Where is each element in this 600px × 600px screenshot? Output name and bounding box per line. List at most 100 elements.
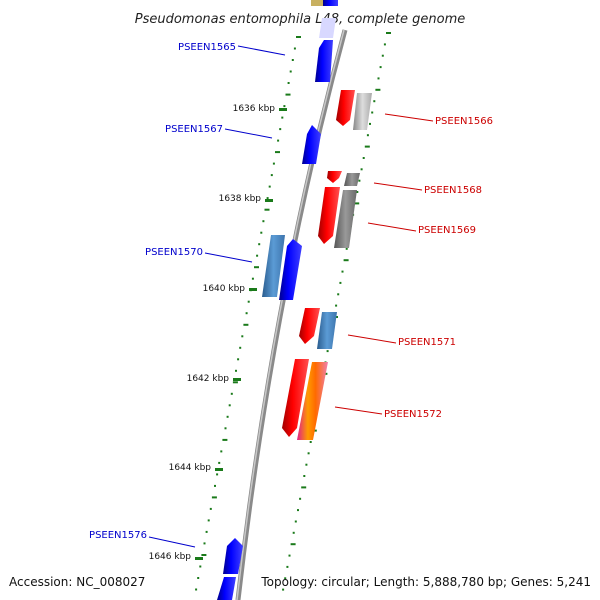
scale-tick (309, 441, 312, 443)
gene-pseen1572-cds[interactable] (297, 362, 328, 440)
scale-tick (243, 323, 249, 326)
topology-text: Topology: circular; Length: 5,888,780 bp… (261, 575, 591, 589)
scale-tick (266, 197, 269, 200)
scale-tick (326, 350, 329, 353)
scale-tick (377, 77, 380, 80)
gene-label-pseen1569[interactable]: PSEEN1569 (418, 225, 476, 236)
scale-tick (260, 231, 263, 234)
scale-tick (199, 565, 202, 568)
scale-tick (307, 452, 310, 455)
scale-tick (375, 88, 381, 91)
gene-label-pseen1568[interactable]: PSEEN1568 (424, 185, 482, 196)
scale-tick (383, 43, 386, 46)
scale-tick (275, 151, 280, 154)
gene-label-pseen1572[interactable]: PSEEN1572 (384, 409, 442, 420)
scale-tick (292, 531, 295, 534)
scale-tick (247, 300, 250, 303)
gene-partial-top-blue[interactable] (323, 0, 338, 6)
scale-tick (386, 32, 391, 34)
gene-pseen1566[interactable] (336, 90, 355, 126)
scale-label-1640: 1640 kbp (203, 284, 246, 294)
scale-tick (279, 128, 282, 131)
scale-tick (216, 473, 219, 476)
genome-backbone (235, 29, 348, 600)
scale-tick (288, 554, 291, 557)
scale-tick (296, 36, 301, 38)
scale-tick (258, 243, 261, 246)
scale-tick (362, 157, 365, 159)
gene-pseen1567[interactable] (302, 125, 321, 164)
gene-pseen1565[interactable] (315, 40, 333, 82)
scale-tick (286, 565, 289, 568)
gene-label-pseen1571[interactable]: PSEEN1571 (398, 337, 456, 348)
scale-tick (270, 174, 273, 177)
gene-pseen1564-lite[interactable] (319, 18, 336, 38)
scale-tick (209, 507, 212, 510)
gene-pseen1572[interactable] (282, 359, 309, 437)
scale-tick (256, 254, 259, 257)
scale-tick (272, 162, 275, 165)
scale-tick (232, 381, 238, 384)
scale-tick (358, 179, 361, 182)
scale-tick (214, 484, 216, 487)
gene-pseen1571[interactable] (299, 308, 320, 344)
scale-tick (222, 438, 228, 441)
gene-pseen1570-cds[interactable] (262, 235, 285, 297)
gene-labels: PSEEN1565 PSEEN1566 PSEEN1567 PSEEN1568 … (89, 42, 493, 548)
gene-pseen1566-cds[interactable] (353, 93, 372, 130)
scale-tick (356, 191, 359, 193)
scale-tick (337, 293, 340, 296)
scale-tick (360, 168, 363, 171)
gene-pseen1576[interactable] (223, 538, 243, 574)
scale-tick (381, 54, 384, 57)
scale-tick (239, 346, 242, 349)
scale-tick (195, 588, 198, 591)
gene-label-pseen1567[interactable]: PSEEN1567 (165, 124, 223, 135)
gene-label-pseen1570[interactable]: PSEEN1570 (145, 247, 203, 258)
scale-tick (245, 312, 248, 315)
scale-tick (284, 577, 287, 580)
scale-tick (197, 577, 200, 579)
scale-tick (220, 450, 223, 453)
scale-tick (299, 497, 302, 500)
scale-tick (341, 270, 344, 273)
gene-pseen1569-cds[interactable] (334, 190, 357, 248)
scale-tick (277, 139, 280, 142)
scale-tick (203, 542, 206, 545)
accession-text: Accession: NC_008027 (9, 575, 146, 589)
scale-tick (294, 520, 297, 523)
scale-tick (339, 281, 342, 284)
gene-partial-top[interactable] (311, 0, 327, 6)
scale-tick (364, 145, 370, 148)
gene-pseen1571-cds[interactable] (317, 312, 337, 349)
scale-tick (345, 247, 348, 250)
gene-pseen1577-partial[interactable] (217, 577, 236, 600)
gene-pseen1568[interactable] (327, 171, 342, 183)
scale-tick (224, 427, 227, 430)
scale-tick (237, 358, 240, 361)
forward-genes[interactable] (217, 0, 338, 600)
scale-tick (343, 259, 349, 262)
scale-tick (371, 111, 374, 114)
scale-tick (354, 202, 360, 205)
scale-tick (262, 220, 265, 223)
gene-label-pseen1576[interactable]: PSEEN1576 (89, 530, 147, 541)
scale-tick (251, 277, 254, 280)
gene-label-pseen1566[interactable]: PSEEN1566 (435, 116, 493, 127)
scale-label-1644: 1644 kbp (169, 463, 212, 473)
gene-pseen1569[interactable] (318, 187, 340, 244)
scale-tick (305, 463, 308, 466)
scale-label-1642: 1642 kbp (187, 374, 230, 384)
gene-pseen1570[interactable] (279, 239, 302, 300)
scale-tick (281, 116, 284, 119)
scale-tick (201, 554, 207, 556)
reverse-genes[interactable] (282, 90, 372, 440)
gene-label-pseen1565[interactable]: PSEEN1565 (178, 42, 236, 53)
scale-tick (241, 335, 244, 338)
scale-label-1636: 1636 kbp (233, 104, 276, 114)
gene-pseen1568-cds[interactable] (344, 173, 360, 186)
scale-tick (207, 519, 210, 522)
scale-labels: 1636 kbp 1638 kbp 1640 kbp 1642 kbp 1644… (149, 104, 287, 562)
scale-tick (268, 185, 271, 188)
